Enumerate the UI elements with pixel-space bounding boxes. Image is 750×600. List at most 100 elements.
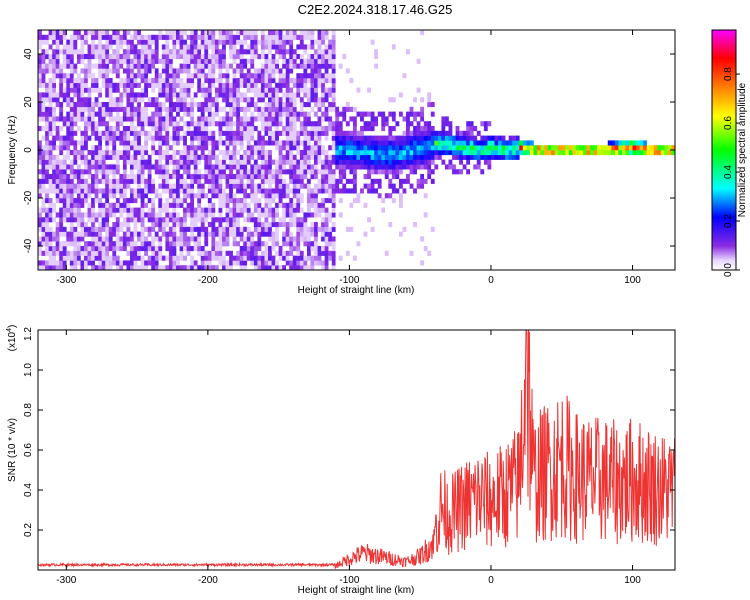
- spectrogram-cell: [388, 222, 393, 228]
- spectrogram-cell: [512, 145, 517, 151]
- spectrogram-cell: [48, 92, 53, 98]
- spectrogram-cell: [165, 174, 170, 180]
- spectrogram-cell: [193, 174, 198, 180]
- spectrogram-cell: [317, 63, 322, 69]
- spectrogram-cell: [232, 87, 237, 93]
- spectrogram-cell: [455, 145, 460, 151]
- spectrogram-cell: [151, 236, 156, 242]
- spectrogram-cell: [268, 188, 272, 194]
- spectrogram-cell: [243, 30, 248, 36]
- spectrogram-cell: [105, 140, 110, 146]
- spectrogram-cell: [448, 135, 453, 141]
- spectrogram-cell: [427, 250, 432, 256]
- spectrogram-cell: [285, 159, 290, 165]
- spectrogram-cell: [324, 178, 329, 184]
- spectrogram-cell: [52, 145, 56, 151]
- spectrogram-cell: [222, 73, 226, 79]
- spectrogram-cell: [168, 202, 173, 208]
- spectrogram-cell: [165, 145, 170, 151]
- spectrogram-cell: [108, 164, 113, 170]
- spectrogram-cell: [289, 116, 294, 122]
- spectrogram-cell: [264, 150, 269, 156]
- spectrogram-cell: [154, 54, 159, 60]
- spectrogram-cell: [253, 39, 258, 45]
- spectrogram-cell: [147, 102, 152, 108]
- spectrogram-cell: [179, 174, 184, 180]
- spectrogram-cell: [229, 150, 233, 156]
- spectrogram-cell: [84, 255, 88, 261]
- spectrogram-cell: [310, 78, 315, 84]
- spectrogram-cell: [225, 145, 230, 151]
- spectrogram-cell: [292, 169, 297, 175]
- spectrogram-cell: [193, 178, 198, 184]
- spectrogram-cell: [101, 226, 106, 232]
- spectrogram-cell: [253, 226, 258, 232]
- spectrogram-cell: [321, 49, 325, 55]
- spectrogram-cell: [144, 121, 149, 127]
- spectrogram-cell: [377, 145, 382, 151]
- spectrogram-cell: [190, 178, 195, 184]
- spectrogram-cell: [324, 49, 329, 55]
- spectrogram-cell: [38, 222, 42, 228]
- spectrogram-cell: [158, 241, 163, 247]
- spectrogram-cell: [282, 236, 287, 242]
- spectrogram-cell: [292, 130, 297, 136]
- spectrogram-cell: [314, 130, 318, 136]
- spectrogram-cell: [314, 198, 318, 204]
- spectrogram-cell: [218, 178, 223, 184]
- spectrogram-cell: [84, 178, 88, 184]
- spectrogram-cell: [55, 49, 60, 55]
- spectrogram-cell: [55, 135, 60, 141]
- spectrogram-cell: [395, 150, 400, 156]
- spectrogram-cell: [246, 150, 251, 156]
- spectrogram-cell: [168, 250, 173, 256]
- spectrogram-cell: [105, 255, 110, 261]
- spectrogram-cell: [147, 188, 152, 194]
- spectrogram-cell: [222, 260, 226, 266]
- spectrogram-cell: [41, 116, 46, 122]
- spectrogram-cell: [292, 188, 297, 194]
- spectrogram-cell: [303, 150, 308, 156]
- spectrogram-cell: [278, 169, 283, 175]
- spectrogram-cell: [413, 145, 417, 151]
- spectrogram-cell: [41, 126, 46, 132]
- spectrogram-cell: [108, 130, 113, 136]
- spectrogram-cell: [190, 140, 195, 146]
- spectrogram-cell: [423, 159, 428, 165]
- spectrogram-cell: [197, 231, 202, 237]
- spectrogram-cell: [374, 150, 379, 156]
- spectrogram-cell: [147, 207, 152, 213]
- spectrogram-cell: [459, 159, 463, 165]
- spectrogram-cell: [299, 193, 304, 199]
- spectrogram-cell: [420, 236, 425, 242]
- spectrogram-cell: [289, 154, 294, 160]
- spectrogram-cell: [112, 193, 117, 199]
- spectrogram-cell: [168, 145, 173, 151]
- spectrogram-cell: [292, 154, 297, 160]
- spectrogram-cell: [328, 92, 333, 98]
- spectrogram-cell: [413, 111, 417, 117]
- spectrogram-cell: [621, 145, 626, 151]
- spectrogram-cell: [398, 164, 403, 170]
- spectrogram-cell: [285, 106, 290, 112]
- spectrogram-cell: [84, 135, 88, 141]
- spectrogram-cell: [52, 30, 56, 36]
- spectrogram-cell: [257, 231, 262, 237]
- spectrogram-cell: [211, 111, 216, 117]
- spectrogram-cell: [260, 30, 265, 36]
- spectrogram-cell: [122, 145, 127, 151]
- spectrogram-cell: [122, 135, 127, 141]
- spectrogram-cell: [45, 97, 49, 103]
- spectrogram-cell: [66, 207, 71, 213]
- spectrogram-cell: [282, 212, 287, 218]
- spectrogram-cell: [80, 265, 85, 270]
- spectrogram-cell: [112, 202, 117, 208]
- spectrogram-cell: [409, 135, 414, 141]
- spectrogram-cell: [292, 207, 297, 213]
- spectrogram-cell: [48, 159, 53, 165]
- spectrogram-cell: [282, 202, 287, 208]
- spectrogram-cell: [59, 63, 64, 69]
- spectrogram-cell: [469, 121, 474, 127]
- spectrogram-cell: [52, 217, 56, 223]
- spectrogram-cell: [250, 260, 255, 266]
